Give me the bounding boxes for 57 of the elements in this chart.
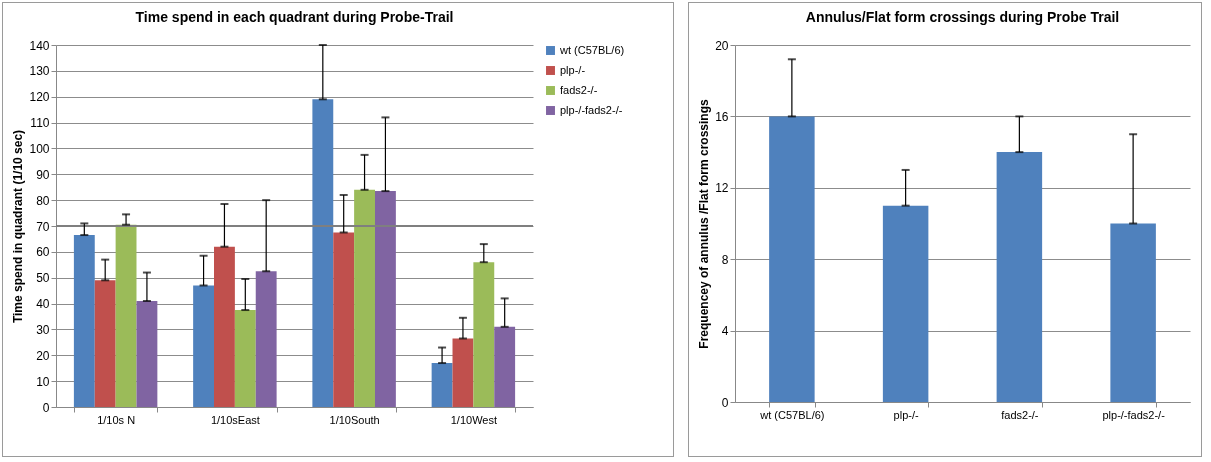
legend-label: plp-/- <box>560 63 586 76</box>
bar <box>115 224 137 407</box>
bar <box>882 205 929 402</box>
y-tick-label: 80 <box>36 193 50 208</box>
y-tick-label: 130 <box>29 64 50 79</box>
y-tick-label: 40 <box>36 297 50 312</box>
y-axis-title: Time spend in quadrant (1/10 sec) <box>11 129 26 324</box>
bar <box>996 152 1043 402</box>
y-tick-label: 70 <box>36 219 50 234</box>
bar <box>374 191 396 407</box>
y-axis-title: Frequencey of annulus /Flat form crossings <box>697 98 712 349</box>
y-tick-label: 100 <box>29 141 50 156</box>
legend-label: fads2-/- <box>560 83 598 96</box>
bar <box>473 262 495 407</box>
chart-title: Annulus/Flat form crossings during Probe Trail <box>805 9 1120 25</box>
legend-label: plp-/-fads2-/- <box>560 103 623 116</box>
legend-label: wt (C57BL/6) <box>559 43 625 56</box>
x-tick-label: 1/10South <box>329 413 380 426</box>
y-tick-label: 0 <box>42 400 50 415</box>
y-tick-label: 0 <box>721 395 729 410</box>
bar <box>214 246 235 407</box>
bar <box>354 189 375 407</box>
y-tick-label: 20 <box>36 348 50 363</box>
y-tick-label: 10 <box>36 374 50 389</box>
bar <box>234 310 256 407</box>
y-tick-label: 140 <box>29 38 50 53</box>
y-tick-label: 16 <box>715 109 729 124</box>
y-tick-label: 120 <box>29 90 50 105</box>
x-tick-label: plp-/-fads2-/- <box>1102 408 1166 421</box>
bar <box>73 235 95 407</box>
bar <box>431 363 453 407</box>
y-tick-label: 110 <box>30 116 50 131</box>
y-tick-label: 60 <box>36 245 50 260</box>
bar <box>769 116 815 402</box>
bar <box>94 280 116 407</box>
x-tick-label: 1/10West <box>450 413 498 426</box>
y-tick-label: 4 <box>721 324 729 339</box>
y-tick-label: 50 <box>36 271 50 286</box>
bar <box>312 99 334 407</box>
bar <box>333 232 355 407</box>
y-tick-label: 20 <box>715 38 729 53</box>
bar <box>452 338 474 407</box>
y-tick-label: 12 <box>715 181 729 196</box>
x-tick-label: wt (C57BL/6) <box>759 408 825 421</box>
bar <box>255 271 277 407</box>
y-tick-label: 8 <box>721 252 729 267</box>
bar <box>193 285 215 407</box>
bar <box>1110 223 1156 402</box>
x-tick-label: 1/10s N <box>97 413 136 426</box>
bar <box>136 300 158 407</box>
x-tick-label: fads2-/- <box>1001 408 1039 421</box>
x-tick-label: plp-/- <box>893 408 919 421</box>
y-tick-label: 90 <box>36 167 50 182</box>
bar <box>494 326 516 407</box>
y-tick-label: 30 <box>36 322 50 337</box>
x-tick-label: 1/10sEast <box>210 413 260 426</box>
chart-title: Time spend in each quadrant during Probe-Trail <box>135 9 454 25</box>
